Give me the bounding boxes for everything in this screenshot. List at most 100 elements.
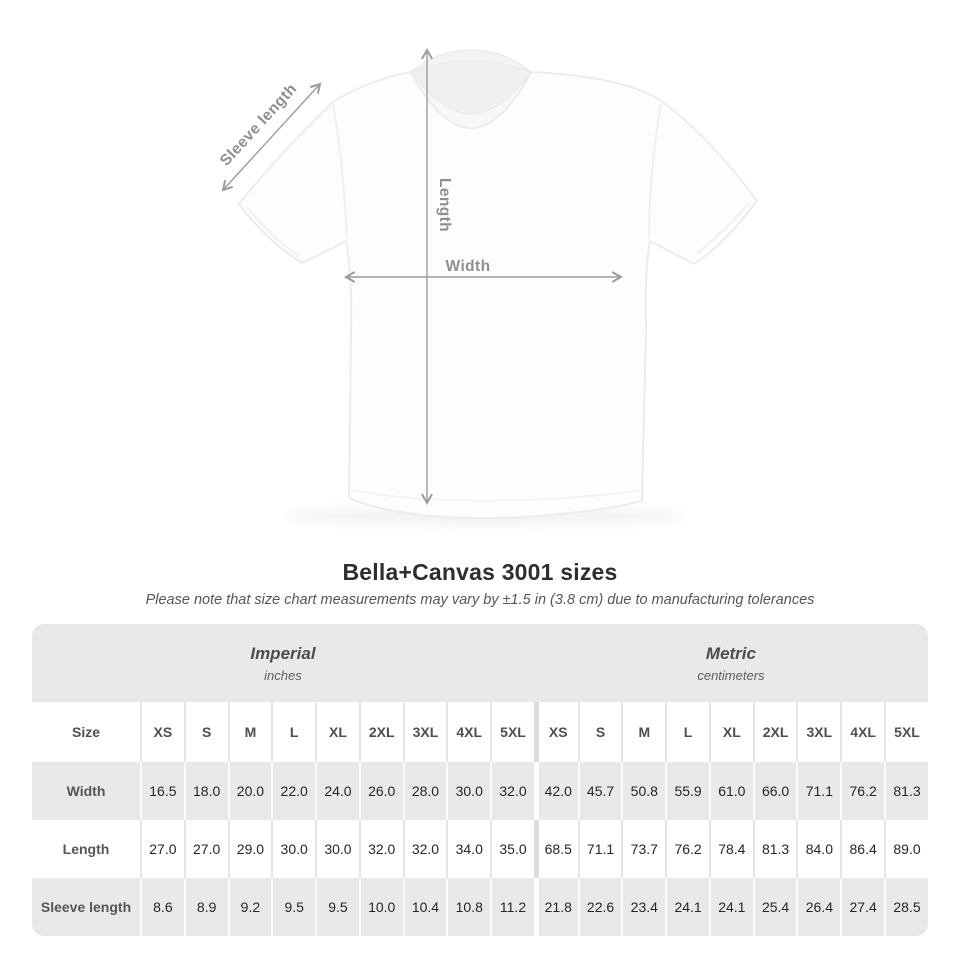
size-col-metric-xl: XL [708,702,753,762]
width-metric-2xl: 66.0 [752,762,797,820]
width-metric-s: 45.7 [577,762,622,820]
left-cuff-stitch [246,206,299,257]
tshirt-diagram-svg: Sleeve length Length Width [217,47,758,526]
size-col-metric-5xl: 5XL [884,702,928,762]
sleeve-metric-3xl: 26.4 [796,878,841,936]
sleeve-metric-xl: 24.1 [708,878,753,936]
width-imperial-3xl: 28.0 [402,762,447,820]
metric-group-unit: centimeters [697,667,765,683]
width-metric-4xl: 76.2 [840,762,885,820]
hem-stitch [351,489,641,502]
size-col-metric-2xl: 2XL [752,702,797,762]
size-col-metric-4xl: 4XL [840,702,885,762]
imperial-group-unit: inches [264,667,302,683]
length-metric-s: 71.1 [577,820,622,878]
size-chart-table-wrap: Imperial inches Metric centimeters Size … [32,624,928,936]
length-metric-4xl: 86.4 [840,820,885,878]
width-imperial-s: 18.0 [183,762,228,820]
table-row-sleeve-length: Sleeve length 8.6 8.9 9.2 9.5 9.5 10.0 1… [32,878,928,936]
length-imperial-3xl: 32.0 [402,820,447,878]
length-imperial-4xl: 34.0 [446,820,491,878]
sleeve-metric-xs: 21.8 [533,878,578,936]
length-imperial-5xl: 35.0 [490,820,534,878]
size-col-metric-3xl: 3XL [796,702,841,762]
sleeve-imperial-5xl: 11.2 [490,878,534,936]
size-col-imperial-xs: XS [140,702,184,762]
width-imperial-2xl: 26.0 [358,762,403,820]
length-metric-2xl: 81.3 [752,820,797,878]
size-col-imperial-m: M [227,702,272,762]
size-col-imperial-l: L [271,702,316,762]
size-col-metric-m: M [621,702,666,762]
width-metric-m: 50.8 [621,762,666,820]
sleeve-metric-4xl: 27.4 [840,878,885,936]
sleeve-metric-2xl: 25.4 [752,878,797,936]
size-chart-table: Imperial inches Metric centimeters Size … [32,624,928,936]
width-imperial-xs: 16.5 [140,762,184,820]
size-col-metric-xs: XS [533,702,578,762]
tshirt-silhouette [238,71,758,519]
length-imperial-s: 27.0 [183,820,228,878]
length-metric-xl: 78.4 [708,820,753,878]
length-imperial-2xl: 32.0 [358,820,403,878]
collar-front-band [410,71,532,129]
size-col-metric-l: L [665,702,709,762]
page-title: Bella+Canvas 3001 sizes [342,559,618,585]
title-block: Bella+Canvas 3001 sizes Please note that… [0,559,960,608]
table-row-width: Width 16.5 18.0 20.0 22.0 24.0 26.0 28.0… [32,762,928,820]
metric-group-header: Metric centimeters [533,624,928,702]
width-imperial-m: 20.0 [227,762,272,820]
sleeve-metric-m: 23.4 [621,878,666,936]
width-imperial-xl: 24.0 [315,762,359,820]
sleeve-metric-l: 24.1 [665,878,709,936]
size-col-imperial-4xl: 4XL [446,702,491,762]
width-imperial-5xl: 32.0 [490,762,534,820]
width-metric-l: 55.9 [665,762,709,820]
length-imperial-xl: 30.0 [315,820,359,878]
table-row-length: Length 27.0 27.0 29.0 30.0 30.0 32.0 32.… [32,820,928,878]
sleeve-imperial-3xl: 10.4 [402,878,447,936]
size-col-imperial-xl: XL [315,702,359,762]
size-header-label: Size [32,702,140,762]
imperial-group-header: Imperial inches [32,624,534,702]
width-metric-xs: 42.0 [533,762,578,820]
length-metric-5xl: 89.0 [884,820,928,878]
length-imperial-m: 29.0 [227,820,272,878]
row-label-sleeve-length: Sleeve length [32,878,140,936]
sleeve-metric-s: 22.6 [577,878,622,936]
tolerance-note: Please note that size chart measurements… [145,592,815,608]
unit-group-header-row: Imperial inches Metric centimeters [32,624,928,702]
width-imperial-4xl: 30.0 [446,762,491,820]
size-col-metric-s: S [577,702,622,762]
length-metric-l: 76.2 [665,820,709,878]
sleeve-imperial-s: 8.9 [183,878,228,936]
length-imperial-xs: 27.0 [140,820,184,878]
sleeve-imperial-xl: 9.5 [315,878,359,936]
sleeve-imperial-4xl: 10.8 [446,878,491,936]
size-col-imperial-s: S [183,702,228,762]
length-metric-xs: 68.5 [533,820,578,878]
sleeve-metric-5xl: 28.5 [884,878,928,936]
length-label: Length [436,178,453,232]
left-sleeve-seam [332,103,348,240]
width-imperial-l: 22.0 [271,762,316,820]
right-cuff-stitch [696,202,750,255]
width-label: Width [446,258,491,275]
right-sleeve-seam [648,103,662,240]
row-label-width: Width [32,762,140,820]
neck-hole [411,61,531,114]
size-col-imperial-3xl: 3XL [402,702,447,762]
sleeve-imperial-2xl: 10.0 [358,878,403,936]
sleeve-imperial-m: 9.2 [227,878,272,936]
length-metric-3xl: 84.0 [796,820,841,878]
width-metric-3xl: 71.1 [796,762,841,820]
row-label-length: Length [32,820,140,878]
sleeve-imperial-xs: 8.6 [140,878,184,936]
sleeve-imperial-l: 9.5 [271,878,316,936]
length-imperial-l: 30.0 [271,820,316,878]
tshirt-diagram: Sleeve length Length Width [217,47,758,526]
size-header-row: Size XS S M L XL 2XL 3XL 4XL 5XL XS S M … [32,702,928,762]
size-col-imperial-2xl: 2XL [358,702,403,762]
size-col-imperial-5xl: 5XL [490,702,534,762]
